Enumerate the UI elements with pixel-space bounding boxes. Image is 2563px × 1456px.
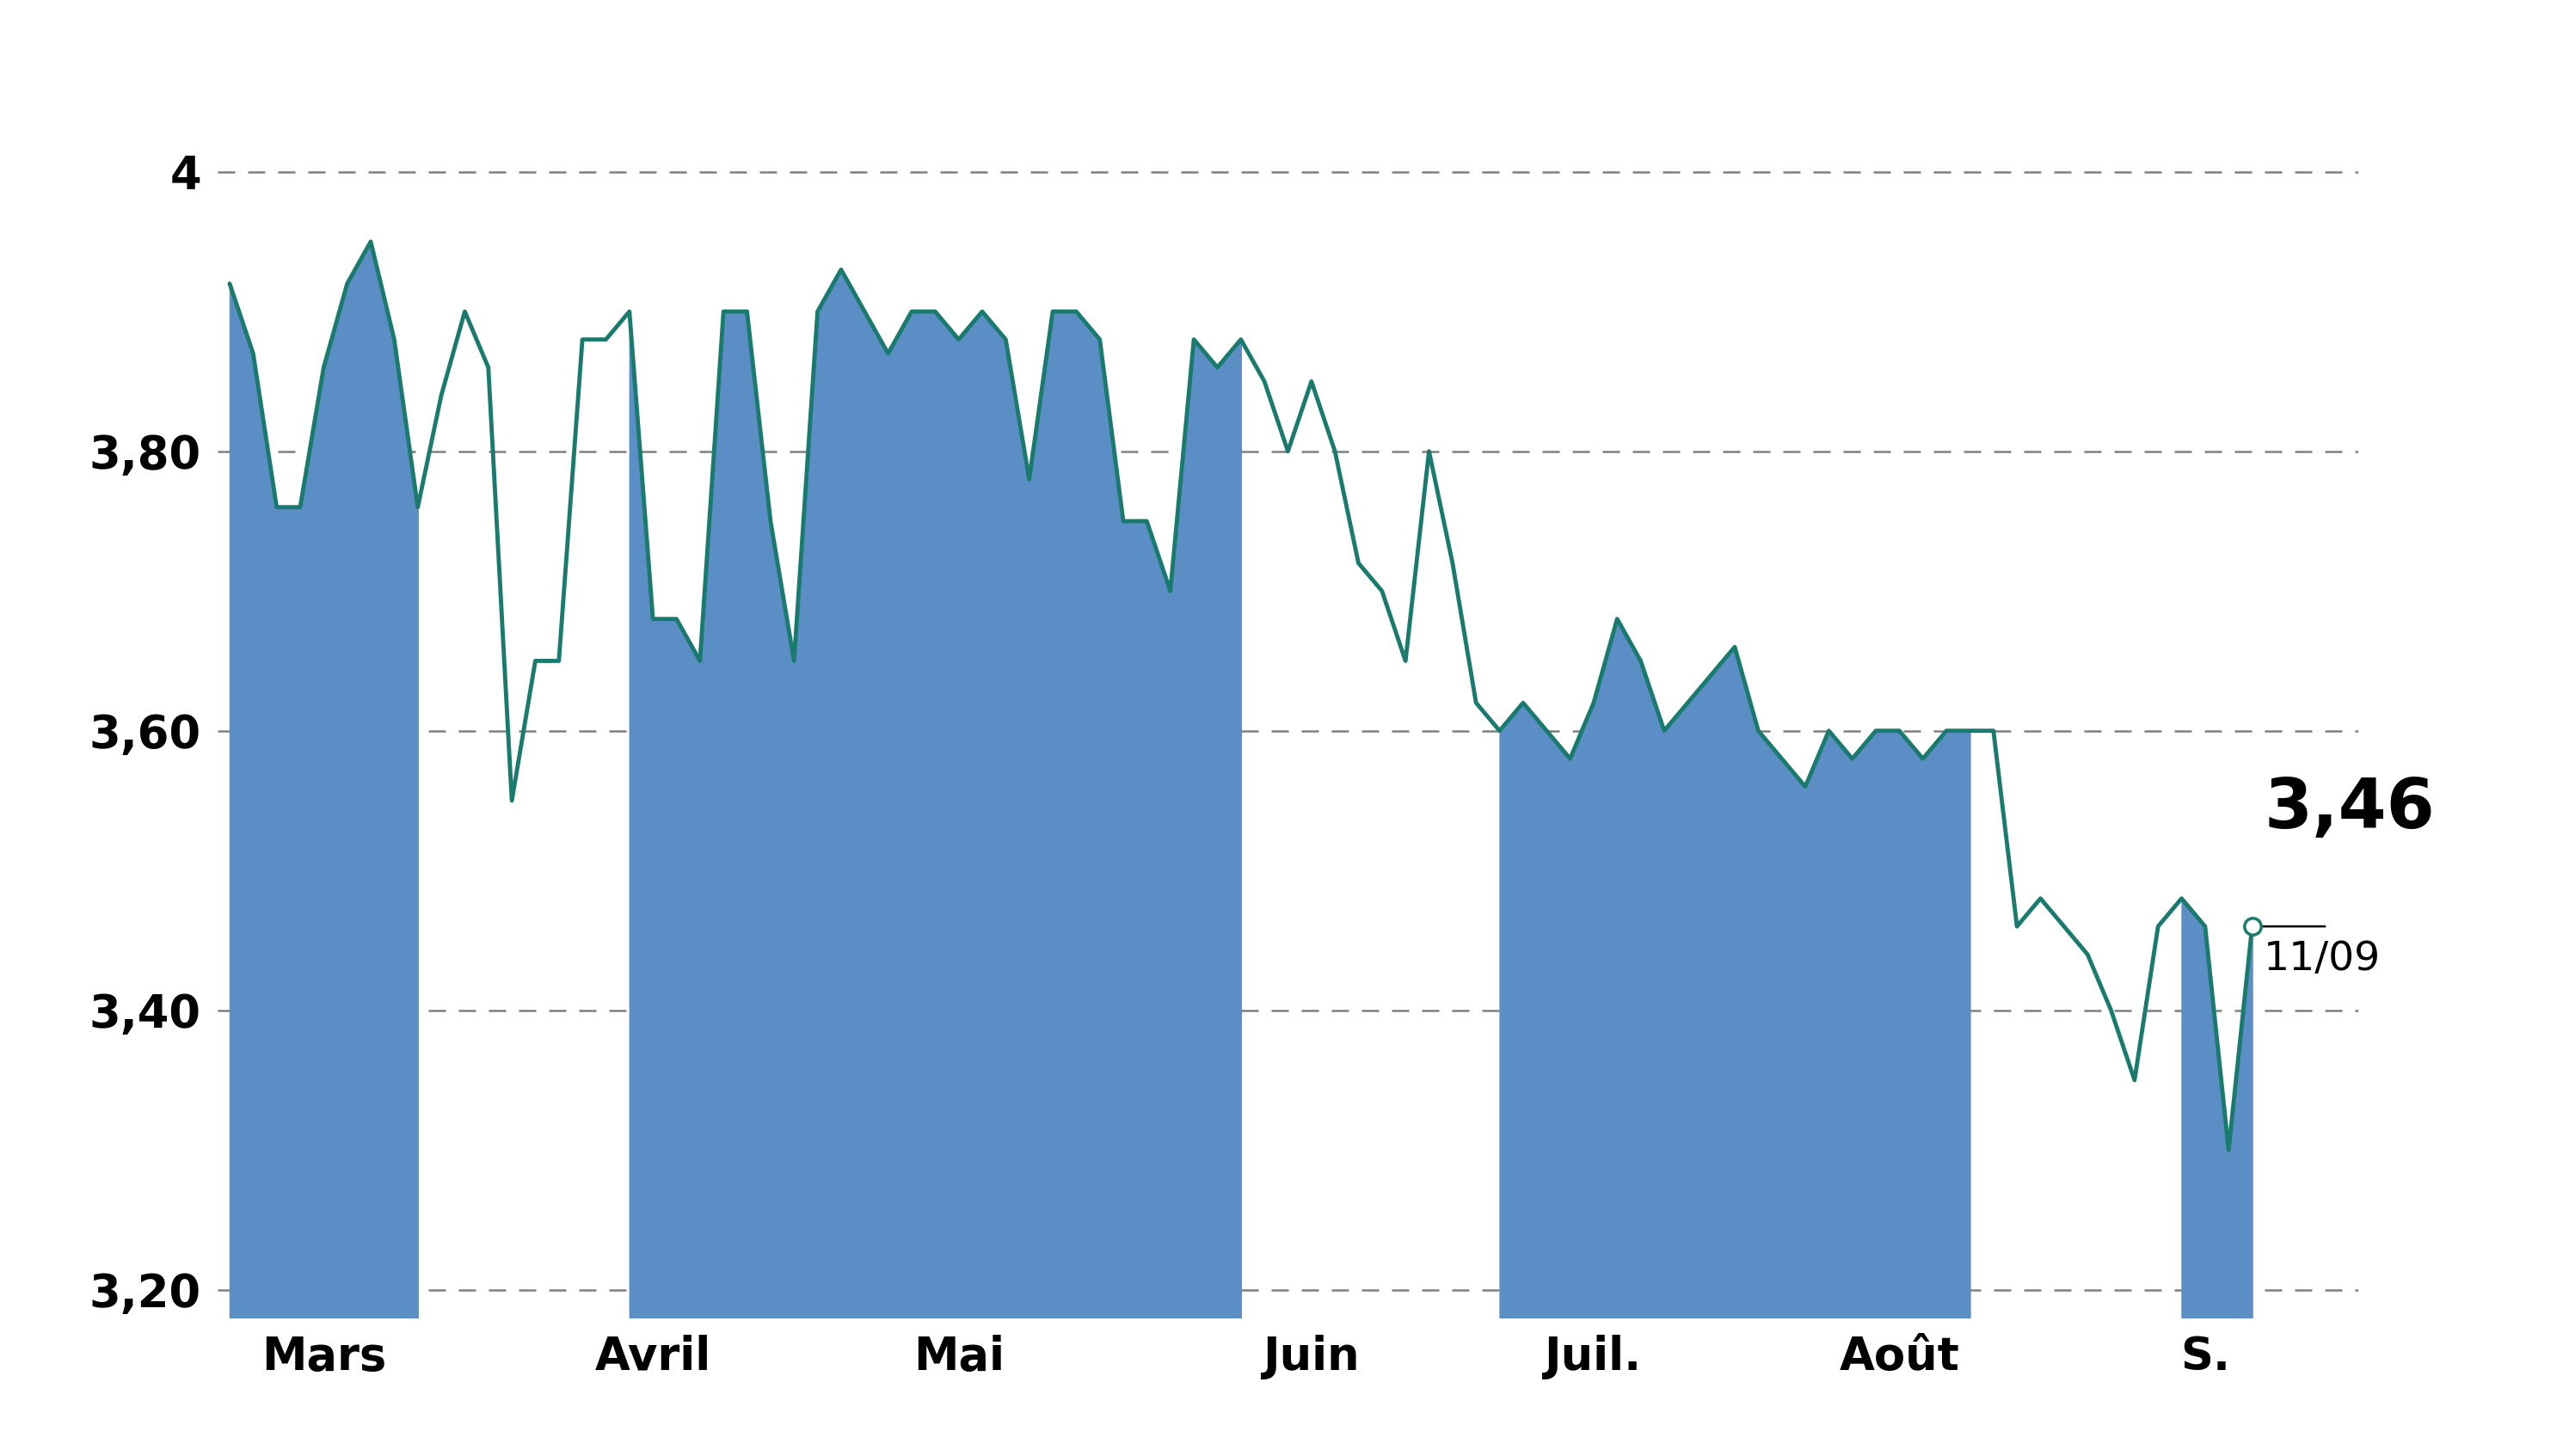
Text: CONSTRUCTEURS BOIS: CONSTRUCTEURS BOIS [666, 26, 1897, 119]
Text: 3,46: 3,46 [2263, 776, 2435, 843]
Text: 11/09: 11/09 [2263, 941, 2381, 978]
